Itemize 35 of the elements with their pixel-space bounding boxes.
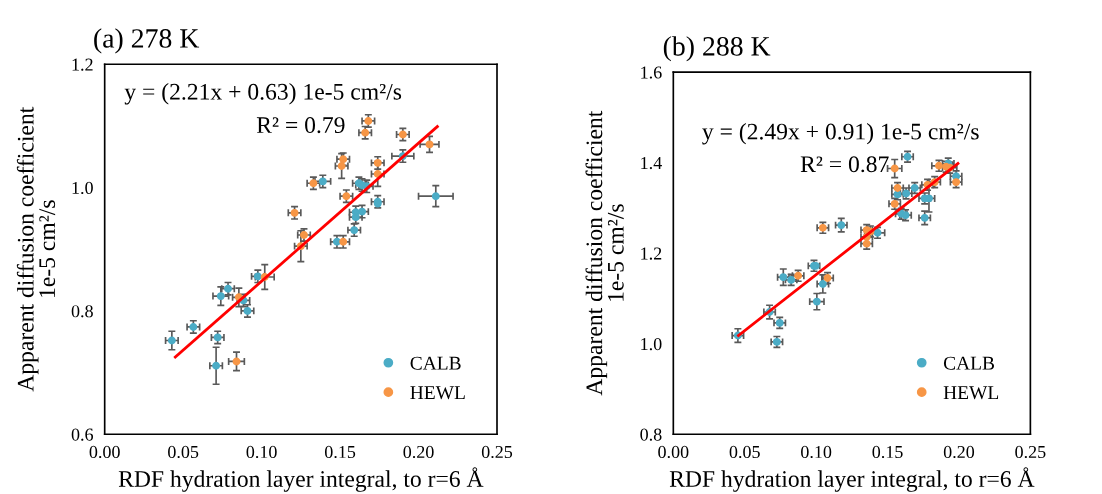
y-tick-label: 0.8 [71,305,93,318]
x-tick-label: 0.10 [246,445,277,459]
y-tick-label: 1.6 [641,66,662,79]
y-tick-label: 0.8 [640,428,662,441]
x-axis-title: RDF hydration layer integral, to r=6 Å [118,467,484,492]
chart-title: (a) 278 K [94,28,200,54]
chart-title: (b) 288 K [663,36,771,62]
y-tick-label: 1.4 [641,156,662,170]
x-tick-label: 0.20 [943,445,975,459]
legend-label: CALB [943,356,995,370]
x-tick-label: 0.25 [481,445,513,459]
annotation: R² = 0.87 [800,156,889,173]
annotation: y = (2.21x + 0.63) 1e-5 cm²/s [124,83,402,105]
y-tick-label: 1.0 [72,181,93,195]
x-tick-label: 0.10 [801,445,832,459]
annotation: y = (2.49x + 0.91) 1e-5 cm²/s [702,122,979,145]
y-axis-title: Apparent diffusion coefficient 1e-5 cm²/s [16,106,56,392]
x-axis-title: RDF hydration layer integral, to r=6 Å [669,467,1035,492]
annotation: R² = 0.79 [256,117,345,134]
x-tick-label: 0.00 [658,445,689,459]
x-tick-label: 0.15 [872,445,903,459]
x-tick-label: 0.05 [168,445,199,459]
legend-label: HEWL [410,386,465,400]
x-tick-label: 0.25 [1015,445,1046,459]
x-tick-label: 0.15 [324,445,356,459]
x-tick-label: 0.05 [729,445,760,459]
y-tick-label: 1.2 [641,247,662,260]
legend-label: CALB [410,356,461,370]
y-tick-label: 1.2 [72,58,93,71]
legend-label: HEWL [943,386,999,400]
x-tick-label: 0.20 [403,445,434,459]
y-axis-title: Apparent diffusion coefficient 1e-5 cm²/s [585,110,624,396]
x-tick-label: 0.00 [89,445,120,459]
y-tick-label: 1.0 [641,337,662,351]
y-tick-label: 0.6 [71,428,94,441]
